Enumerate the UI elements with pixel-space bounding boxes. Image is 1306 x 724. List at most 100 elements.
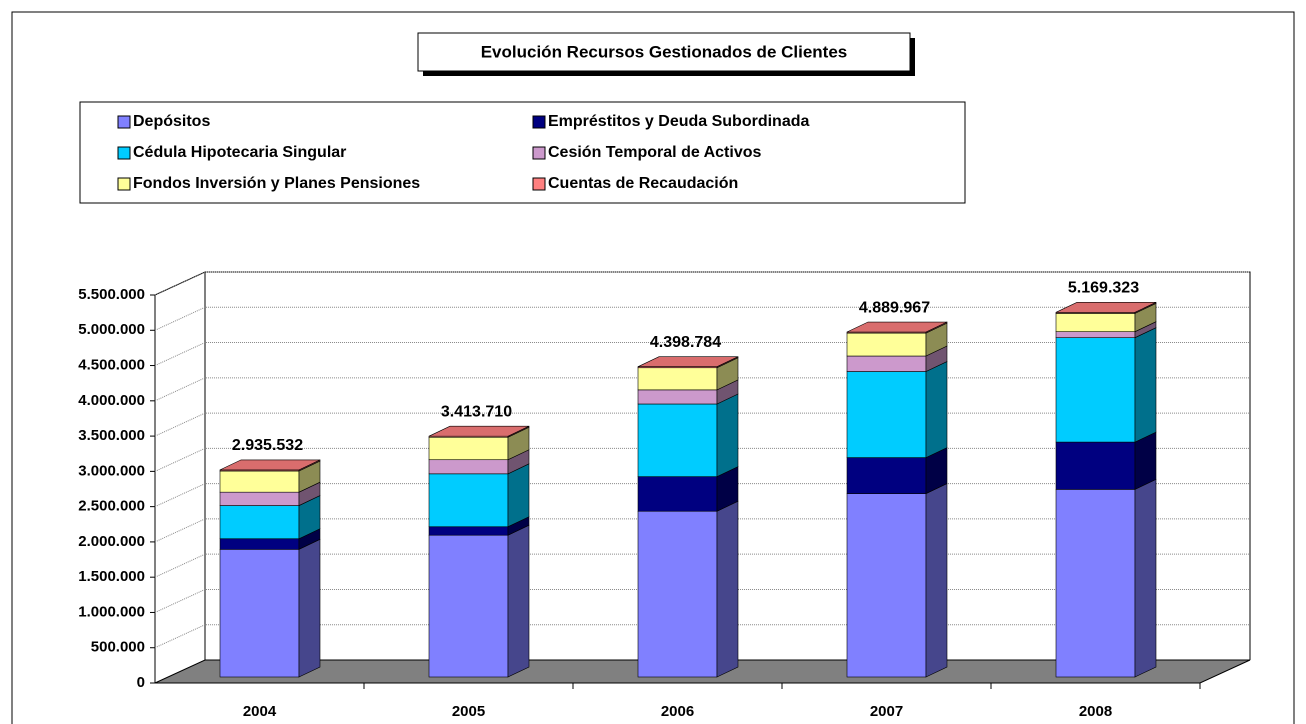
total-label: 3.413.710	[441, 403, 512, 420]
bar-front	[846, 493, 927, 678]
bar-front	[428, 436, 509, 461]
total-label: 4.889.967	[859, 299, 930, 316]
bar-front	[219, 470, 300, 493]
bar-front	[846, 371, 927, 458]
x-tick-label: 2004	[243, 703, 277, 720]
bar-segment	[846, 483, 948, 678]
bar-segment	[637, 357, 739, 391]
bar-segment	[637, 393, 739, 478]
bar-top	[846, 321, 948, 333]
grid-line	[154, 518, 1250, 543]
y-tick-label: 2.500.000	[78, 498, 145, 515]
legend-label: Cesión Temporal de Activos	[548, 144, 761, 161]
y-tick-label: 2.000.000	[78, 533, 145, 550]
legend-label: Cuentas de Recaudación	[548, 175, 738, 192]
bar-front	[1055, 331, 1136, 338]
bar-top	[219, 459, 321, 471]
bar-segment	[219, 459, 321, 472]
bar-side	[925, 483, 948, 678]
bar-front	[428, 459, 509, 475]
legend-label: Fondos Inversión y Planes Pensiones	[133, 175, 420, 192]
grid-line	[154, 306, 1250, 331]
bar-front	[1055, 337, 1136, 443]
bar-front	[637, 403, 718, 477]
bar-front	[1055, 441, 1136, 490]
total-label: 5.169.323	[1068, 280, 1139, 297]
grid-line	[154, 377, 1250, 402]
chart-title: Evolución Recursos Gestionados de Client…	[481, 42, 848, 61]
y-tick-label: 3.000.000	[78, 462, 145, 479]
grid-line	[154, 447, 1250, 472]
grid-line	[154, 553, 1250, 578]
y-tick-label: 1.500.000	[78, 568, 145, 585]
legend-swatch	[532, 177, 546, 191]
y-tick-label: 5.000.000	[78, 321, 145, 338]
bar-top	[637, 356, 739, 367]
y-tick-label: 500.000	[91, 639, 145, 656]
y-tick-label: 3.500.000	[78, 427, 145, 444]
legend-swatch	[117, 146, 131, 160]
bar-side	[507, 463, 530, 528]
bar-segment	[637, 466, 739, 512]
bar-front	[637, 510, 718, 678]
bar-front	[637, 476, 718, 512]
bar-front	[219, 549, 300, 678]
y-tick-label: 4.000.000	[78, 392, 145, 409]
grid-line	[154, 588, 1250, 613]
grid-line	[154, 342, 1250, 366]
legend	[79, 101, 966, 204]
grid-line	[154, 412, 1250, 437]
x-tick-label: 2005	[452, 703, 485, 720]
bar-front	[846, 332, 927, 357]
grid-line	[154, 624, 1250, 649]
total-label: 4.398.784	[650, 334, 721, 351]
bar-front	[637, 367, 718, 391]
grid-line	[154, 271, 1250, 296]
bar-segment	[219, 538, 321, 678]
legend-swatch	[532, 115, 546, 129]
bar-segment	[846, 345, 948, 373]
bar-segment	[219, 495, 321, 540]
legend-label: Depósitos	[133, 113, 210, 130]
y-tick-label: 0	[137, 674, 145, 691]
bar-front	[846, 457, 927, 494]
grid-line	[154, 483, 1250, 508]
bar-front	[219, 491, 300, 506]
bar-front	[428, 473, 509, 528]
bar-side	[716, 393, 739, 478]
legend-swatch	[117, 177, 131, 191]
legend-swatch	[532, 146, 546, 160]
bar-front	[637, 389, 718, 405]
bar-front	[846, 355, 927, 372]
x-tick-label: 2007	[870, 703, 903, 720]
bar-front	[1055, 489, 1136, 678]
total-label: 2.935.532	[232, 437, 303, 454]
bar-segment	[428, 463, 530, 528]
legend-label: Empréstitos y Deuda Subordinada	[548, 113, 809, 130]
bar-front	[219, 505, 300, 540]
x-tick-label: 2006	[661, 703, 694, 720]
y-tick-label: 5.500.000	[78, 286, 145, 303]
bar-segment	[219, 481, 321, 507]
bar-side	[1134, 478, 1157, 678]
bar-segment	[637, 379, 739, 405]
bar-segment	[846, 321, 948, 334]
bar-top	[1055, 302, 1157, 313]
bar-front	[428, 526, 509, 536]
bar-side	[1134, 327, 1157, 443]
y-tick-label: 4.500.000	[78, 357, 145, 374]
bar-segment	[846, 361, 948, 459]
bar-front	[428, 534, 509, 678]
bar-segment	[1055, 327, 1157, 443]
bar-segment	[637, 500, 739, 678]
bar-side	[298, 538, 321, 678]
bar-side	[507, 524, 530, 678]
bar-segment	[428, 524, 530, 678]
bar-segment	[1055, 301, 1157, 314]
bar-side	[716, 500, 739, 678]
y-tick-label: 1.000.000	[78, 603, 145, 620]
bar-front	[219, 538, 300, 550]
x-tick-label: 2008	[1079, 703, 1112, 720]
bar-segment	[1055, 478, 1157, 678]
